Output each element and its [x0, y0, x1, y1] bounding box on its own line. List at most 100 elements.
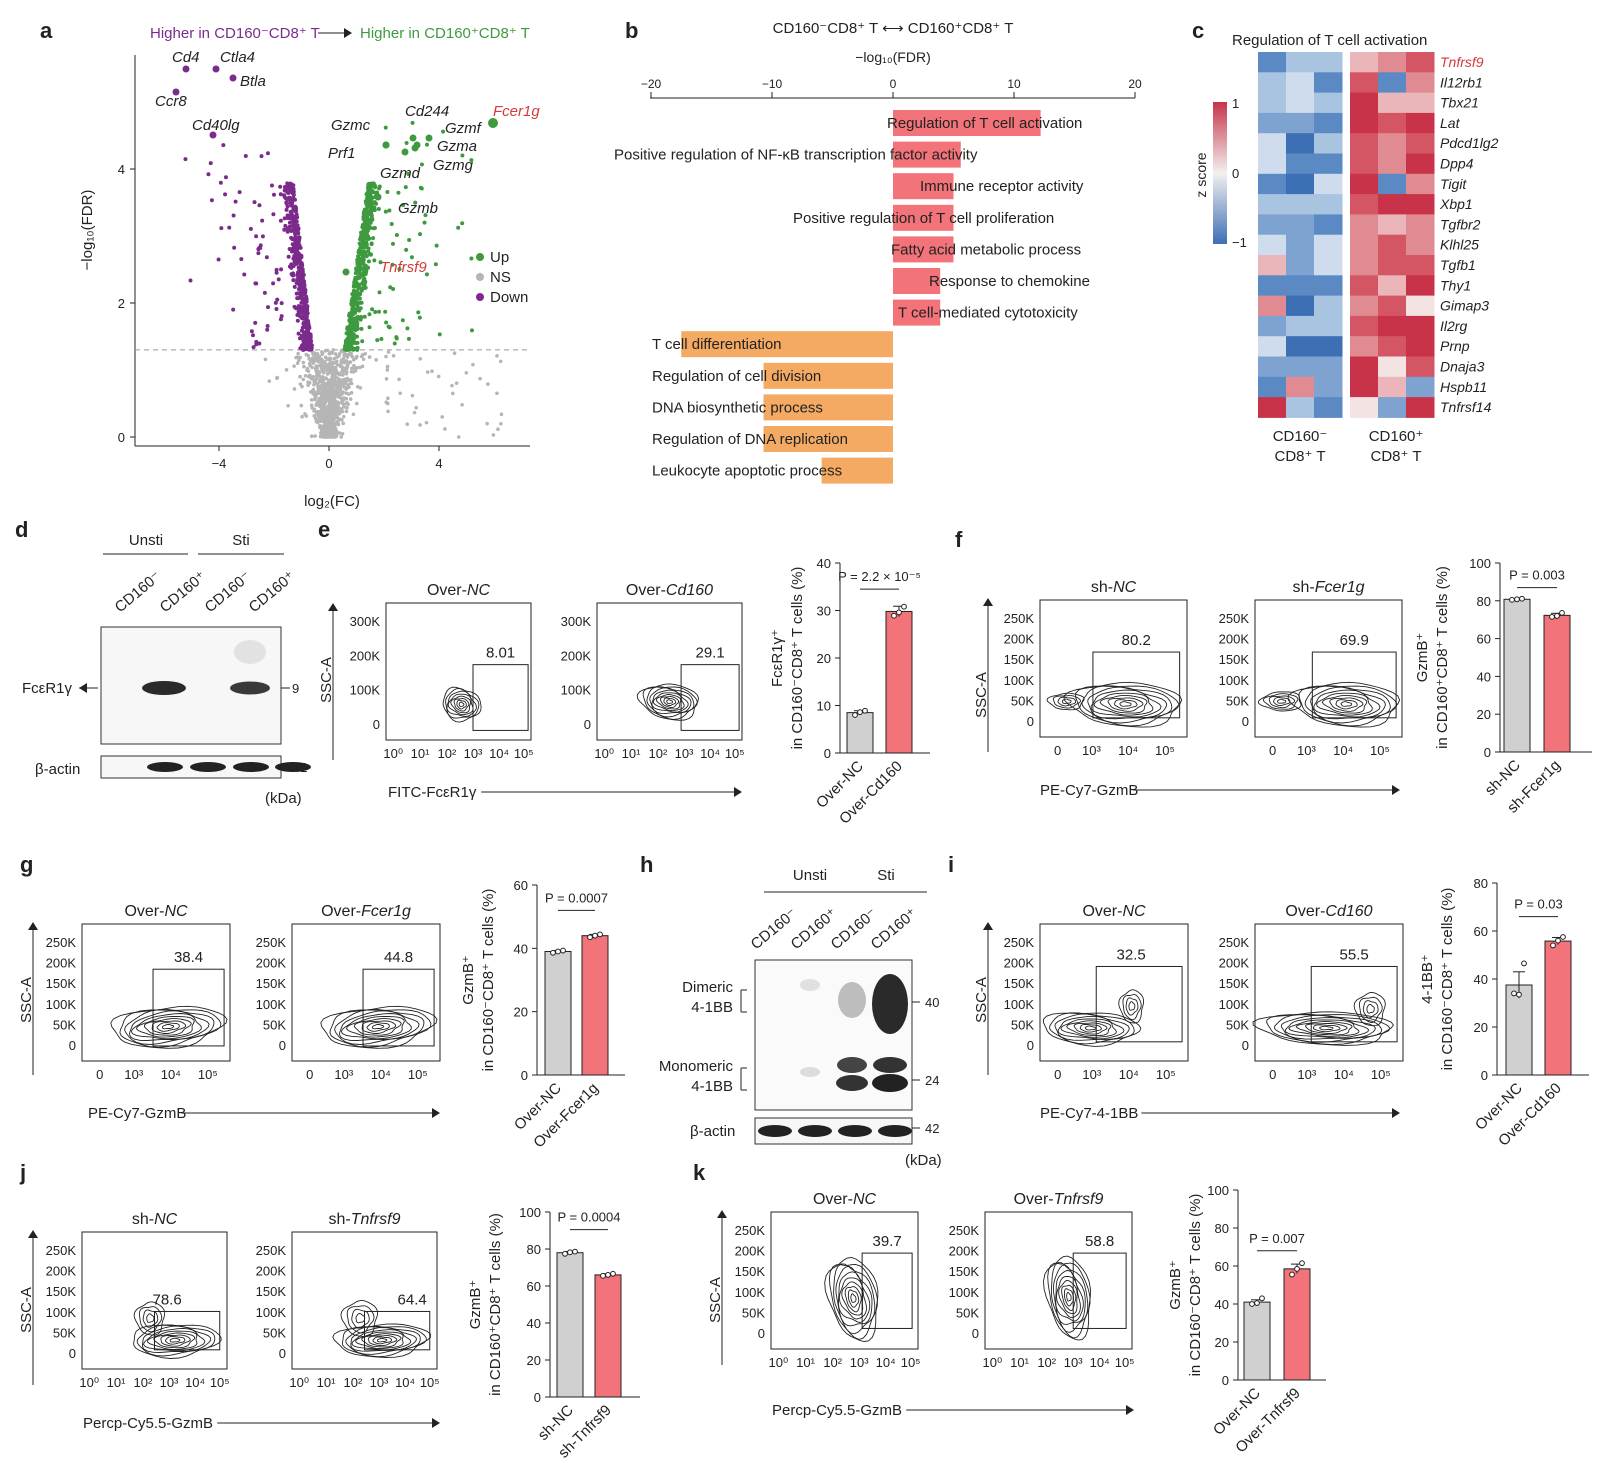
up-point: [460, 221, 465, 226]
j-bar-1: [594, 1274, 622, 1398]
c-gene-label-Tbx21: Tbx21: [1440, 95, 1479, 111]
f-bar-1: [1543, 614, 1571, 753]
ns-point: [337, 431, 342, 435]
up-point: [366, 182, 371, 187]
i-ytick-label: 50K: [1226, 1017, 1249, 1032]
i-bar-ytick-label: 80: [1474, 876, 1488, 891]
up-point: [373, 309, 378, 314]
up-point: [434, 243, 439, 248]
e-ytick-label: 0: [584, 717, 591, 732]
ns-point: [340, 373, 345, 377]
k-replicate-point: [1294, 1265, 1300, 1272]
heatmap-cell: [1314, 255, 1343, 276]
f-xtick-label: 10³: [1297, 743, 1316, 758]
k-bar-ylabel-1: GzmB⁺: [1167, 1260, 1184, 1310]
b-xtick-label: 20: [1128, 77, 1142, 91]
j-ytick-label: 150K: [46, 1284, 77, 1299]
up-point: [367, 252, 372, 257]
ns-point: [342, 353, 347, 358]
e-bar-ylabel-1: FcεR1γ⁺: [769, 629, 786, 687]
e-plot1-frame: [385, 602, 532, 741]
contour-line: [1066, 1291, 1072, 1302]
i-replicate-point: [1516, 991, 1522, 998]
g-plot1-contours: [110, 1005, 228, 1049]
contour-line: [334, 1009, 425, 1045]
up-point: [418, 185, 423, 190]
up-point: [372, 226, 377, 231]
f-ytick-label: 0: [1027, 714, 1034, 729]
ns-point: [384, 400, 389, 405]
down-point: [293, 239, 298, 244]
c-colorbar-label: z score: [1193, 152, 1209, 197]
heatmap-cell: [1406, 133, 1435, 154]
down-point: [231, 213, 236, 218]
up-point: [405, 326, 410, 331]
contour-line: [1049, 1012, 1135, 1045]
k-replicate-point: [1254, 1300, 1260, 1306]
heatmap-cell: [1286, 255, 1315, 276]
g-plot2-gate: [362, 968, 435, 1047]
d-band-arrowhead: [79, 683, 87, 693]
up-point: [375, 338, 380, 343]
k-ytick-label: 0: [972, 1326, 979, 1341]
ns-point: [312, 397, 317, 402]
j-plot2-gate-value: 64.4: [398, 1291, 427, 1308]
down-point: [242, 272, 247, 277]
contour-line: [636, 683, 700, 721]
g-ytick-label: 200K: [46, 956, 77, 971]
up-point: [347, 331, 352, 336]
heatmap-cell: [1314, 72, 1343, 94]
heatmap-cell: [1378, 52, 1407, 73]
down-point: [269, 183, 274, 188]
up-point: [460, 153, 465, 158]
ns-point: [374, 358, 378, 362]
ns-point: [309, 398, 314, 402]
d-unit: (kDa): [265, 790, 302, 807]
ns-point: [316, 385, 320, 389]
ns-point: [267, 379, 272, 383]
ns-point: [314, 377, 319, 381]
ns-point: [418, 423, 422, 427]
h-actin-band: [798, 1125, 832, 1137]
ns-point: [412, 410, 417, 415]
k-ytick-label: 150K: [949, 1264, 980, 1279]
g-xtick-label: 0: [96, 1067, 103, 1082]
up-point: [356, 255, 361, 260]
ns-point: [349, 369, 354, 374]
contour-line: [146, 1313, 155, 1323]
ns-point: [298, 355, 303, 360]
h-band-monomer: [872, 1074, 908, 1092]
ns-point: [499, 412, 504, 417]
ns-point: [299, 403, 304, 408]
g-ytick-label: 150K: [256, 976, 287, 991]
f-ytick-label: 100K: [1219, 673, 1250, 688]
c-gene-label-Lat: Lat: [1440, 115, 1461, 131]
heatmap-cell: [1314, 214, 1343, 236]
k-xtick-label: 10²: [823, 1355, 842, 1370]
contour-line: [1093, 692, 1154, 716]
ns-point: [324, 376, 328, 380]
k-bar-ytick-label: 0: [1222, 1373, 1229, 1388]
ns-point: [321, 419, 326, 423]
e-xtick-label: 10⁵: [725, 746, 745, 761]
up-point: [456, 225, 461, 230]
heatmap-cell: [1314, 356, 1343, 378]
ns-point: [312, 409, 316, 413]
g-x-arrowhead: [432, 1108, 440, 1118]
i-ytick-label: 0: [1242, 1038, 1249, 1053]
g-ytick-label: 100K: [46, 997, 77, 1012]
down-point: [292, 284, 297, 289]
b-bar-label: Regulation of cell division: [652, 368, 821, 385]
heatmap-cell: [1406, 295, 1435, 317]
up-point: [469, 158, 474, 163]
g-pvalue: P = 0.0007: [545, 890, 608, 905]
ns-point: [343, 381, 348, 386]
contour-line: [1073, 1022, 1108, 1035]
i-bar-ylabel-1: 4-1BB⁺: [1419, 954, 1436, 1004]
j-bar-0: [556, 1252, 584, 1398]
down-point: [296, 231, 301, 236]
contour-line: [652, 692, 685, 712]
j-ytick-label: 200K: [46, 1264, 77, 1279]
c-gene-label-Gimap3: Gimap3: [1440, 298, 1489, 314]
up-point: [418, 232, 423, 237]
